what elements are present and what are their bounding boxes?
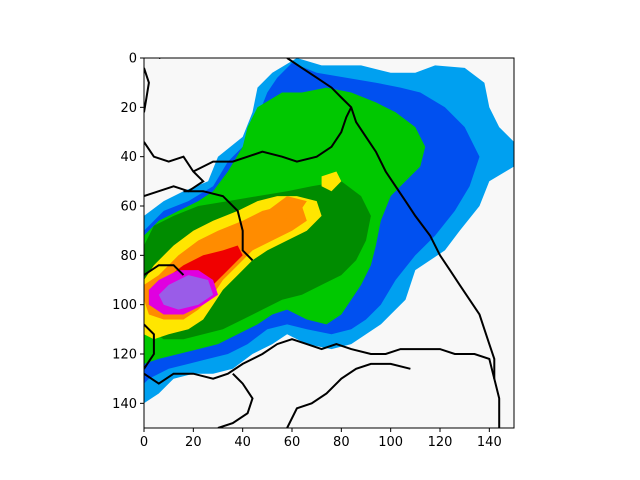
y-tick-label-0: 0 xyxy=(129,52,137,67)
y-tick-label-100: 100 xyxy=(112,298,137,313)
border-line-7 xyxy=(144,323,155,370)
x-tick-label-40: 40 xyxy=(234,435,251,450)
border-line-4 xyxy=(192,106,353,173)
border-line-9 xyxy=(217,372,254,428)
precip-region-violet-8 xyxy=(158,275,214,310)
y-tick-label-60: 60 xyxy=(120,200,137,215)
y-tick-label-80: 80 xyxy=(120,249,137,264)
x-axis: 0 20 40 60 80 100 120 140 xyxy=(140,428,502,450)
precip-region-orange-10 xyxy=(267,196,307,221)
x-tick-label-80: 80 xyxy=(333,435,350,450)
precipitation-regions xyxy=(144,58,514,404)
y-tick-label-120: 120 xyxy=(112,348,137,363)
border-line-1 xyxy=(286,58,501,428)
x-tick-label-0: 0 xyxy=(140,435,148,450)
y-tick-label-40: 40 xyxy=(120,150,137,165)
precip-region-yellow-9 xyxy=(321,171,342,192)
plot-frame xyxy=(143,57,515,429)
border-line-8 xyxy=(144,338,496,385)
border-line-3 xyxy=(144,141,205,198)
y-tick-label-140: 140 xyxy=(112,397,137,412)
border-line-2 xyxy=(144,67,150,113)
plot-area xyxy=(143,57,515,429)
x-tick-label-100: 100 xyxy=(378,435,403,450)
border-line-6 xyxy=(144,264,185,276)
border-lines xyxy=(144,58,501,428)
y-axis: 0 20 40 60 80 100 120 140 xyxy=(112,52,144,412)
x-tick-label-120: 120 xyxy=(428,435,453,450)
x-tick-label-20: 20 xyxy=(185,435,202,450)
y-tick-label-20: 20 xyxy=(120,101,137,116)
border-line-5 xyxy=(183,190,254,262)
x-tick-label-60: 60 xyxy=(284,435,301,450)
border-line-10 xyxy=(286,362,411,428)
x-tick-label-140: 140 xyxy=(477,435,502,450)
